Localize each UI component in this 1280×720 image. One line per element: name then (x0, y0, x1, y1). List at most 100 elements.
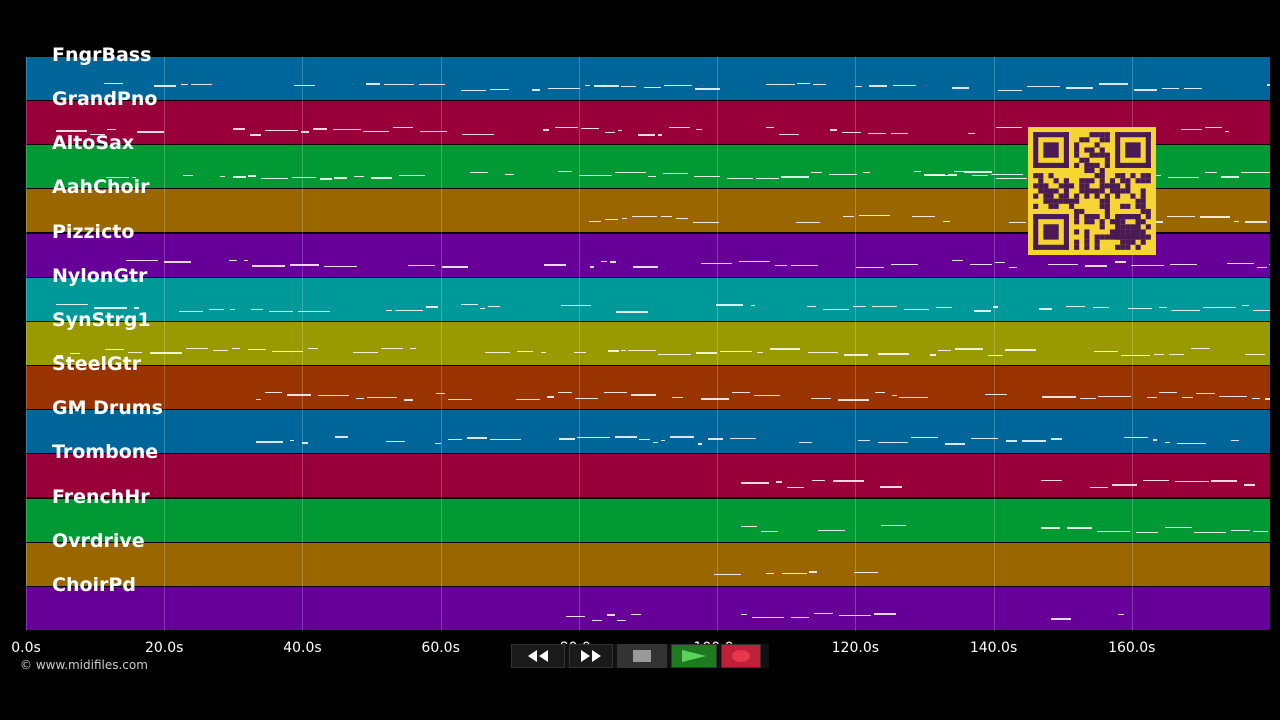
note-mark (693, 176, 721, 178)
note-mark (769, 347, 801, 350)
note-mark (914, 171, 921, 173)
rewind-button[interactable] (511, 644, 565, 668)
note-mark (594, 85, 619, 87)
note-mark (250, 308, 263, 310)
record-icon (732, 650, 750, 662)
note-mark (250, 134, 262, 137)
note-mark (741, 525, 758, 527)
note-mark (558, 392, 573, 394)
time-tick-label: 40.0s (283, 640, 322, 656)
note-mark (398, 175, 425, 177)
note-mark (609, 260, 616, 263)
note-mark (633, 265, 658, 268)
note-mark (727, 178, 754, 180)
note-mark (630, 613, 641, 615)
note-mark (995, 261, 1005, 263)
grid-line (578, 57, 580, 631)
note-mark (353, 176, 364, 178)
note-mark (811, 480, 826, 482)
note-mark (300, 131, 309, 134)
note-mark (1165, 442, 1171, 444)
note-mark (858, 215, 891, 217)
note-mark (786, 487, 804, 489)
note-mark (420, 131, 447, 133)
note-mark (1252, 309, 1270, 311)
note-mark (1022, 440, 1047, 443)
track-lane: GrandPno (26, 90, 1270, 145)
note-mark (775, 264, 788, 266)
note-mark (732, 392, 750, 394)
play-button[interactable] (671, 644, 717, 668)
time-tick-label: 20.0s (144, 640, 184, 656)
note-mark (853, 571, 879, 573)
note-mark (778, 134, 799, 136)
note-mark (1158, 306, 1167, 308)
note-mark (1120, 354, 1150, 356)
play-icon (682, 650, 706, 662)
note-mark (969, 263, 992, 265)
fast-forward-button[interactable] (569, 644, 613, 668)
track-lane: Ovrdrive (26, 531, 1270, 586)
note-mark (1205, 172, 1217, 174)
note-mark (604, 392, 627, 394)
note-mark (855, 266, 884, 268)
note-mark (90, 134, 105, 136)
note-mark (126, 259, 159, 261)
note-mark (998, 90, 1022, 91)
track-label: Pizzicto (52, 220, 135, 243)
note-mark (807, 351, 838, 353)
note-mark (256, 399, 261, 401)
note-mark (695, 351, 717, 354)
note-mark (1241, 172, 1270, 174)
note-mark (383, 84, 415, 85)
note-mark (881, 524, 906, 526)
note-mark (1221, 176, 1240, 179)
note-mark (766, 84, 796, 85)
grid-line (717, 57, 719, 631)
note-mark (904, 308, 929, 310)
time-tick-label: 60.0s (421, 640, 460, 656)
note-mark (579, 175, 612, 177)
note-mark (365, 83, 381, 85)
note-mark (781, 176, 809, 179)
note-mark (441, 265, 469, 268)
note-mark (614, 172, 646, 174)
note-mark (1008, 222, 1026, 224)
note-mark (817, 529, 846, 531)
note-mark (289, 440, 295, 442)
note-mark (381, 347, 404, 349)
note-mark (1234, 221, 1239, 223)
note-mark (107, 129, 117, 131)
note-mark (811, 398, 831, 400)
note-mark (1038, 307, 1053, 310)
note-mark (942, 221, 950, 223)
note-mark (407, 264, 435, 266)
track-lane: FngrBass (26, 46, 1270, 100)
note-mark (546, 396, 555, 399)
note-mark (1244, 484, 1255, 487)
record-button[interactable] (721, 644, 761, 668)
note-mark (182, 175, 194, 177)
note-mark (1153, 353, 1164, 355)
note-mark (823, 308, 849, 310)
note-mark (543, 129, 549, 132)
note-mark (335, 436, 349, 439)
copyright-text: © www.midifiles.com (20, 658, 148, 672)
note-mark (104, 83, 123, 84)
note-mark (231, 347, 241, 349)
note-mark (811, 172, 822, 174)
note-mark (936, 306, 952, 308)
note-mark (386, 309, 393, 311)
stop-button[interactable] (617, 644, 667, 668)
note-mark (448, 439, 463, 441)
note-mark (1128, 307, 1152, 309)
note-mark (807, 305, 816, 307)
note-mark (660, 216, 673, 218)
note-mark (1245, 353, 1266, 355)
note-mark (841, 132, 862, 134)
note-mark (951, 87, 969, 89)
note-mark (1253, 530, 1268, 532)
note-mark (256, 441, 284, 444)
note-mark (1171, 309, 1200, 311)
note-mark (669, 436, 694, 439)
